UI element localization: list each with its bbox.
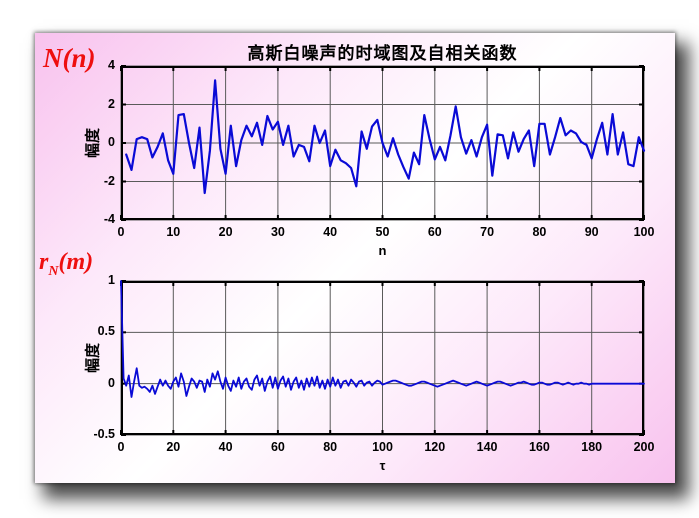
data-line bbox=[125, 79, 646, 195]
y-tick-label: 2 bbox=[108, 96, 115, 111]
x-tick-label: 70 bbox=[480, 225, 495, 239]
autocorr-argument: (m) bbox=[58, 249, 94, 275]
y-axis-label: 幅度 bbox=[84, 342, 102, 374]
x-tick-label: 20 bbox=[166, 440, 181, 454]
x-tick-label: 60 bbox=[270, 440, 285, 454]
y-tick-label: 0 bbox=[108, 375, 115, 390]
noise-timeseries-plot bbox=[120, 65, 646, 221]
x-tick-label: 140 bbox=[476, 440, 498, 454]
y-tick-label: -4 bbox=[103, 212, 115, 226]
x-tick-label: 0 bbox=[117, 225, 125, 239]
x-tick-label: 20 bbox=[218, 225, 233, 239]
x-tick-label: 100 bbox=[372, 440, 393, 454]
y-tick-label: -0.5 bbox=[93, 427, 115, 441]
x-tick-label: 180 bbox=[581, 440, 603, 454]
x-tick-label: 160 bbox=[528, 440, 550, 454]
x-axis-label: n bbox=[378, 243, 387, 258]
slide-panel: 高斯白噪声的时域图及自相关函数 N(n) rN(m) 0 10 20 30 40 50 60… bbox=[35, 33, 675, 483]
x-axis-label: τ bbox=[379, 458, 386, 473]
y-tick-label: 4 bbox=[108, 58, 115, 72]
autocorr-formula-label: rN(m) bbox=[39, 249, 93, 280]
x-tick-label: 80 bbox=[323, 440, 338, 454]
x-tick-label: 10 bbox=[166, 225, 181, 239]
x-tick-label: 50 bbox=[375, 225, 390, 239]
x-tick-label: 30 bbox=[270, 225, 285, 239]
autocorr-base: r bbox=[39, 249, 49, 275]
y-tick-label: 0 bbox=[108, 135, 115, 149]
y-axis-label: 幅度 bbox=[84, 127, 102, 159]
x-tick-label: 200 bbox=[633, 440, 655, 454]
x-tick-label: 60 bbox=[427, 225, 442, 239]
y-tick-label: -2 bbox=[103, 173, 115, 188]
x-tick-label: 40 bbox=[323, 225, 338, 239]
autocorr-subscript: N bbox=[48, 263, 59, 279]
autocorrelation-plot bbox=[120, 280, 645, 436]
x-tick-label: 120 bbox=[424, 440, 446, 454]
x-tick-label: 40 bbox=[218, 440, 233, 454]
figure-title: 高斯白噪声的时域图及自相关函数 bbox=[247, 44, 518, 63]
y-tick-label: 0.5 bbox=[97, 324, 115, 339]
data-line bbox=[120, 280, 645, 398]
x-tick-label: 100 bbox=[633, 225, 655, 239]
x-tick-label: 80 bbox=[532, 225, 547, 239]
x-tick-label: 0 bbox=[117, 440, 125, 454]
x-tick-label: 90 bbox=[584, 225, 599, 239]
y-tick-label: 1 bbox=[108, 273, 115, 287]
signal-formula-label: N(n) bbox=[43, 43, 96, 73]
